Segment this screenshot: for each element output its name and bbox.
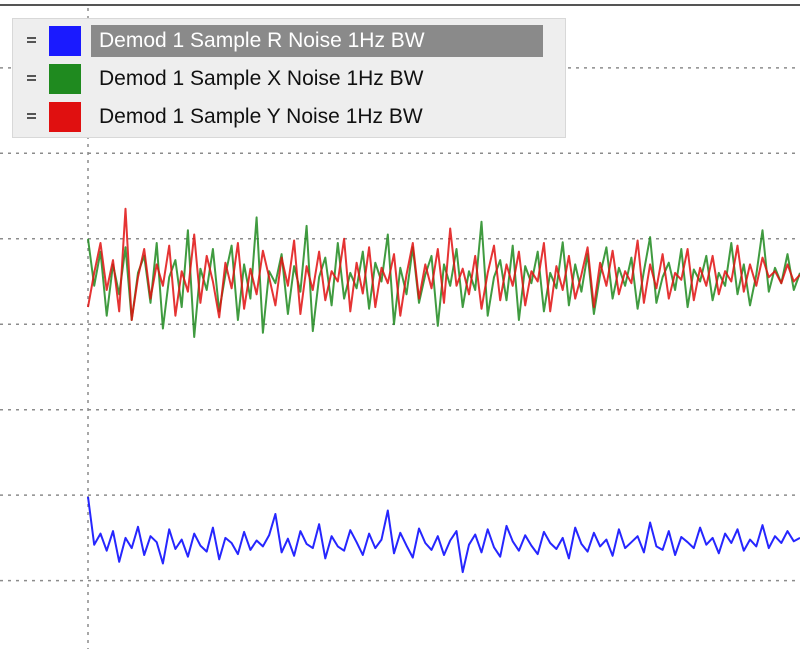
plot-top-border xyxy=(0,0,800,6)
legend-label-r-noise[interactable]: Demod 1 Sample R Noise 1Hz BW xyxy=(91,25,543,57)
legend-swatch-r-noise[interactable] xyxy=(49,26,81,56)
drag-handle-icon[interactable] xyxy=(25,34,39,46)
drag-handle-icon[interactable] xyxy=(25,72,39,84)
legend-label-x-noise[interactable]: Demod 1 Sample X Noise 1Hz BW xyxy=(99,67,424,90)
legend[interactable]: Demod 1 Sample R Noise 1Hz BW Demod 1 Sa… xyxy=(12,18,566,138)
legend-item-r-noise[interactable]: Demod 1 Sample R Noise 1Hz BW xyxy=(21,25,561,57)
series-line-x-noise[interactable] xyxy=(87,216,800,338)
drag-handle-icon[interactable] xyxy=(25,110,39,122)
legend-item-y-noise[interactable]: Demod 1 Sample Y Noise 1Hz BW xyxy=(21,101,561,133)
series-line-y-noise[interactable] xyxy=(87,207,800,321)
legend-item-x-noise[interactable]: Demod 1 Sample X Noise 1Hz BW xyxy=(21,63,561,95)
legend-label-y-noise[interactable]: Demod 1 Sample Y Noise 1Hz BW xyxy=(99,105,423,128)
legend-swatch-x-noise[interactable] xyxy=(49,64,81,94)
legend-swatch-y-noise[interactable] xyxy=(49,102,81,132)
series-layer xyxy=(87,207,800,574)
series-line-r-noise[interactable] xyxy=(87,496,800,574)
